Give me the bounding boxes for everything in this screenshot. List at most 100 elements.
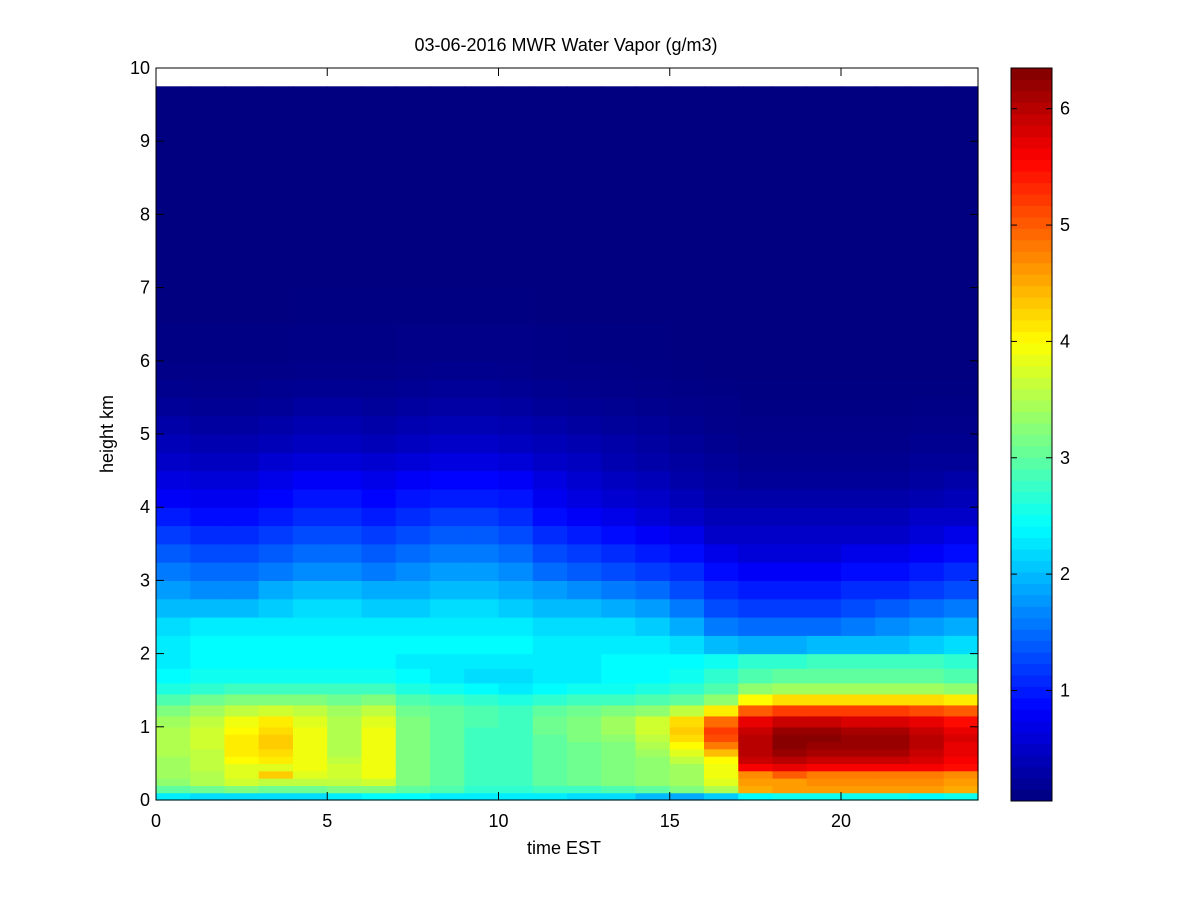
heatmap-cell <box>669 715 705 728</box>
heatmap-cell <box>806 214 842 252</box>
heatmap-cell <box>156 653 191 669</box>
heatmap-cell <box>190 748 226 757</box>
heatmap-cell <box>909 693 945 706</box>
heatmap-cell <box>258 415 294 435</box>
heatmap-cell <box>156 715 191 728</box>
heatmap-cell <box>635 141 671 179</box>
heatmap-cell <box>669 741 705 750</box>
heatmap-cell <box>875 415 911 435</box>
heatmap-cell <box>635 507 671 527</box>
heatmap-cell <box>327 756 363 764</box>
heatmap-cell <box>190 507 226 527</box>
heatmap-cell <box>430 617 465 636</box>
heatmap-cell <box>601 785 637 794</box>
heatmap-cell <box>430 668 465 684</box>
heatmap-cell <box>293 715 328 728</box>
heatmap-cell <box>395 397 431 417</box>
heatmap-cell <box>430 741 465 750</box>
heatmap-cell <box>601 734 637 743</box>
heatmap-cell <box>567 770 602 779</box>
heatmap-cell <box>190 598 226 618</box>
heatmap-cell <box>532 598 568 618</box>
heatmap-cell <box>293 770 328 779</box>
heatmap-cell <box>875 704 911 717</box>
heatmap-cell <box>772 397 808 417</box>
heatmap-cell <box>704 360 739 380</box>
heatmap-cell <box>909 379 945 398</box>
heatmap-cell <box>738 598 774 618</box>
heatmap-cell <box>909 704 945 717</box>
heatmap-cell <box>738 525 774 545</box>
heatmap-cell <box>841 778 876 786</box>
heatmap-cell <box>806 770 842 779</box>
heatmap-cell <box>669 693 705 706</box>
heatmap-cell <box>601 360 637 380</box>
heatmap-cell <box>258 360 294 380</box>
heatmap-cell <box>224 741 260 750</box>
heatmap-cell <box>738 741 774 750</box>
heatmap-cell <box>635 562 671 581</box>
heatmap-cell <box>567 635 602 655</box>
heatmap-cell <box>909 177 945 215</box>
heatmap-cell <box>498 792 534 801</box>
heatmap-cell <box>806 324 842 362</box>
heatmap-cell <box>669 598 705 618</box>
heatmap-cell <box>567 507 602 527</box>
heatmap-cell <box>601 470 637 490</box>
heatmap-cell <box>190 693 226 706</box>
heatmap-cell <box>875 562 911 581</box>
heatmap-cell <box>224 770 260 779</box>
heatmap-cell <box>258 682 294 695</box>
heatmap-cell <box>395 756 431 764</box>
heatmap-cell <box>567 704 602 717</box>
heatmap-cell <box>601 763 637 772</box>
heatmap-cell <box>841 434 876 453</box>
heatmap-cell <box>738 653 774 669</box>
heatmap-cell <box>224 748 260 757</box>
heatmap-cell <box>156 543 191 563</box>
heatmap-cell <box>532 379 568 398</box>
heatmap-cell <box>395 543 431 563</box>
heatmap-cell <box>635 763 671 772</box>
heatmap-cell <box>875 770 911 779</box>
heatmap-cell <box>258 434 294 453</box>
heatmap-cell <box>258 214 294 252</box>
heatmap-cell <box>156 379 191 398</box>
heatmap-cell <box>327 580 363 600</box>
x-tick-label: 10 <box>488 811 508 831</box>
heatmap-cell <box>156 562 191 581</box>
heatmap-cell <box>361 86 397 142</box>
heatmap-cell <box>704 635 739 655</box>
heatmap-cell <box>909 251 945 289</box>
heatmap-cell <box>806 792 842 801</box>
heatmap-cell <box>327 86 363 142</box>
heatmap-cell <box>293 763 328 772</box>
heatmap-cell <box>293 792 328 801</box>
heatmap-cell <box>567 397 602 417</box>
heatmap-cell <box>738 617 774 636</box>
heatmap-cell <box>601 507 637 527</box>
heatmap-cell <box>327 452 363 472</box>
heatmap-cell <box>669 726 705 735</box>
heatmap-cell <box>361 748 397 757</box>
colorbar-band <box>1011 583 1052 596</box>
heatmap-cell <box>738 488 774 508</box>
heatmap-cell <box>430 580 465 600</box>
heatmap-cell <box>327 434 363 453</box>
heatmap-cell <box>772 668 808 684</box>
heatmap-cell <box>156 360 191 380</box>
heatmap-cell <box>704 543 739 563</box>
heatmap-cell <box>361 763 397 772</box>
heatmap-cell <box>669 324 705 362</box>
colorbar-band <box>1011 377 1052 390</box>
heatmap-cell <box>704 415 739 435</box>
y-tick-label: 4 <box>140 497 150 517</box>
heatmap-cell <box>875 507 911 527</box>
heatmap-cell <box>875 741 911 750</box>
heatmap-cell <box>156 763 191 772</box>
heatmap-cell <box>293 617 328 636</box>
heatmap-cell <box>806 360 842 380</box>
heatmap-cell <box>738 785 774 794</box>
heatmap-cell <box>327 287 363 325</box>
heatmap-cell <box>772 507 808 527</box>
